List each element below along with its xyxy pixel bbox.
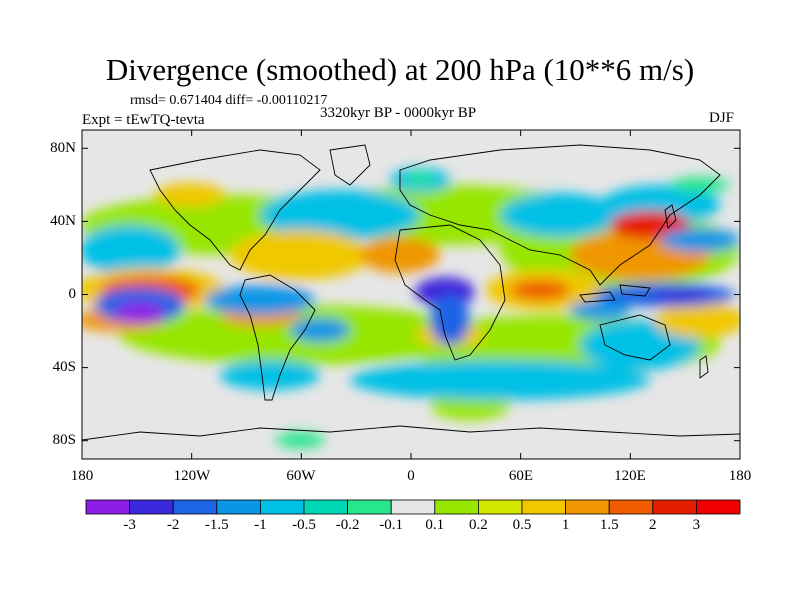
colorbar-label: -1: [254, 517, 267, 533]
field-blob: [510, 280, 570, 300]
axis-ticks: [81, 130, 741, 459]
coastline-africa: [394, 224, 506, 361]
colorbar-label: 0.2: [469, 517, 488, 533]
colorbar-label: 1.5: [599, 517, 619, 533]
colorbar-label: 3: [692, 517, 701, 533]
time-period: 3320kyr BP - 0000kyr BP: [320, 105, 477, 121]
coastline-north-america: [149, 149, 321, 271]
y-tick-label: 0: [68, 286, 77, 302]
field-blob: [650, 289, 710, 301]
coastline-indonesia: [579, 291, 616, 303]
coastline-antarctica: [82, 425, 740, 441]
y-tick-label: 80S: [52, 432, 76, 448]
field-blob: [610, 211, 690, 239]
rmsd-stats: rmsd= 0.671404 diff= -0.00110217: [130, 93, 328, 108]
y-tick-label: 80N: [50, 140, 76, 156]
coastline-greenland: [329, 144, 371, 186]
colorbar-label: 2: [649, 517, 657, 533]
y-tick-label: 40N: [50, 213, 76, 229]
colorbar-swatch: [565, 499, 610, 515]
x-tick-label: 180: [70, 468, 94, 484]
colorbar-label: -0.5: [292, 517, 316, 533]
colorbar-label: 0.5: [512, 517, 532, 533]
field-blob: [360, 237, 440, 273]
colorbar-swatch: [652, 499, 697, 515]
field-blob: [115, 302, 165, 322]
plot-title: Divergence (smoothed) at 200 hPa (10**6 …: [105, 52, 695, 87]
colorbar-label: 0.1: [425, 517, 445, 533]
experiment-label: Expt = tEwTQ-tevta: [82, 112, 205, 128]
x-tick-label: 60E: [508, 468, 534, 484]
field-blob: [660, 228, 740, 252]
coastline-new-zealand: [699, 355, 709, 379]
colorbar-swatch: [521, 499, 566, 515]
field-blob: [405, 172, 435, 184]
coastline-japan: [664, 204, 677, 229]
x-tick-label: 120E: [614, 468, 646, 484]
colorbar-swatch: [85, 499, 130, 515]
x-tick-label: 60W: [286, 468, 316, 484]
colorbar-label: -2: [166, 517, 180, 533]
x-tick-label: 120W: [173, 468, 211, 484]
field-blob: [430, 295, 470, 345]
coastline-borneo: [619, 284, 651, 297]
colorbar-swatch: [696, 499, 741, 515]
colorbar-swatch: [172, 499, 218, 515]
colorbar: [85, 499, 741, 515]
coastline-eurasia: [399, 144, 721, 286]
colorbar-swatch: [303, 499, 348, 515]
divergence-field: [82, 144, 740, 448]
field-blob: [290, 318, 350, 342]
field-blob: [500, 193, 620, 237]
colorbar-label: 1: [561, 517, 570, 533]
colorbar-swatch: [390, 499, 436, 515]
colorbar-swatch: [129, 499, 174, 515]
field-blob: [275, 432, 325, 448]
colorbar-label: -0.2: [335, 517, 360, 533]
field-blob: [220, 360, 320, 390]
field-blob: [82, 225, 180, 275]
field-blob: [155, 183, 225, 207]
x-tick-label: 0: [407, 468, 415, 484]
colorbar-swatch: [434, 499, 479, 515]
colorbar-swatch: [216, 499, 261, 515]
field-blob: [260, 190, 420, 240]
coastline-south-america: [239, 274, 316, 401]
coastline-australia: [599, 314, 671, 361]
field-blob: [570, 300, 630, 320]
colorbar-swatch: [259, 499, 305, 515]
colorbar-label: -3: [123, 517, 136, 533]
field-blob: [670, 177, 730, 193]
season-label: DJF: [709, 110, 735, 126]
field-blob: [655, 302, 740, 338]
colorbar-swatch: [608, 499, 654, 515]
coastlines: [82, 144, 740, 441]
colorbar-swatch: [347, 499, 392, 515]
y-tick-label: 40S: [52, 359, 76, 375]
colorbar-swatch: [477, 499, 523, 515]
x-tick-label: 180: [728, 468, 752, 484]
field-blob: [230, 230, 370, 280]
colorbar-label: -1.5: [204, 517, 229, 533]
field-blob: [205, 285, 315, 315]
colorbar-label: -0.1: [379, 517, 404, 533]
field-blob: [350, 360, 650, 400]
